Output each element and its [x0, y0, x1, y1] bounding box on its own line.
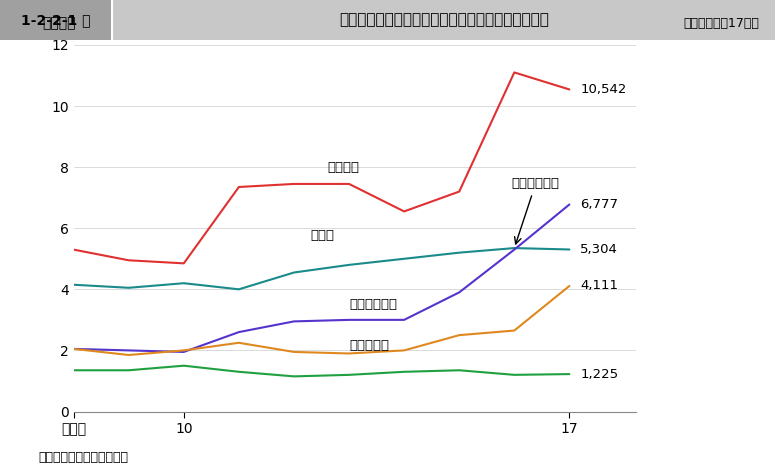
Text: （平成８年～17年）: （平成８年～17年） — [684, 18, 759, 30]
Text: 5,304: 5,304 — [580, 243, 618, 256]
Text: 売春防止法: 売春防止法 — [349, 339, 389, 352]
Text: 10,542: 10,542 — [580, 83, 627, 96]
Bar — [0, 0, 112, 40]
Text: 軽犯罪法違反等の罪名別検察庁新規受理人員の推移: 軽犯罪法違反等の罪名別検察庁新規受理人員の推移 — [339, 13, 549, 27]
Text: 注　検察統計年報による。: 注 検察統計年報による。 — [39, 451, 129, 464]
Text: 1-2-2-1 図: 1-2-2-1 図 — [22, 13, 91, 27]
Text: 風営適正化法: 風営適正化法 — [349, 298, 397, 311]
Text: 6,777: 6,777 — [580, 198, 618, 211]
Text: 1,225: 1,225 — [580, 368, 618, 381]
Text: （千人）: （千人） — [43, 16, 76, 30]
Text: 銃刀法: 銃刀法 — [311, 229, 335, 242]
Text: 軽犯罪法: 軽犯罪法 — [327, 161, 359, 174]
Text: 4,111: 4,111 — [580, 280, 618, 292]
Text: 廃棄物処理法: 廃棄物処理法 — [512, 177, 560, 244]
